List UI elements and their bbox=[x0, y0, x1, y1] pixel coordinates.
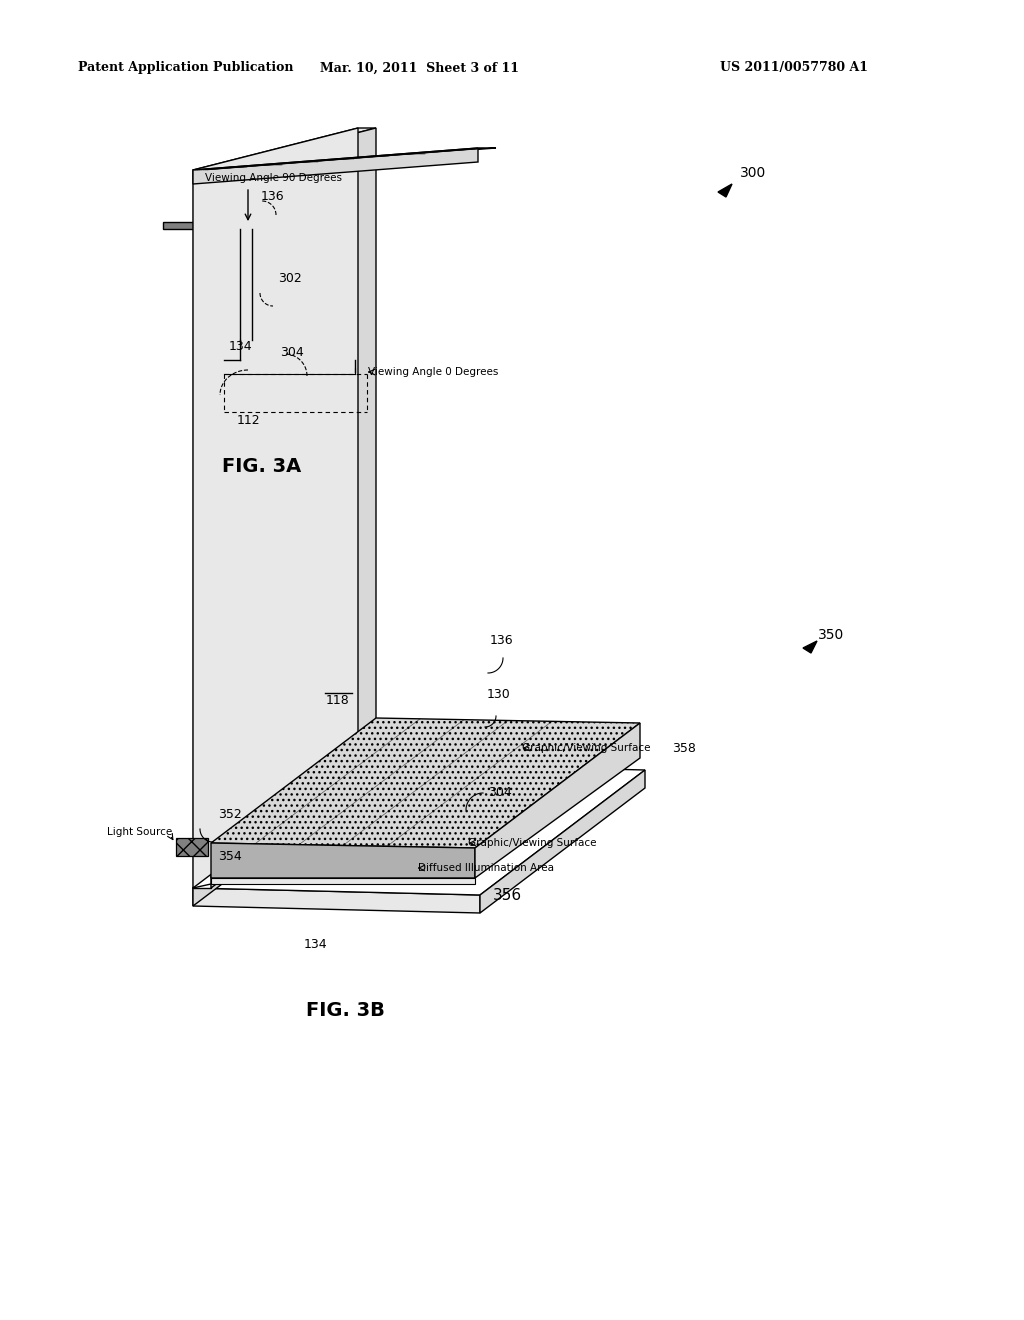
Text: 304: 304 bbox=[280, 346, 304, 359]
Polygon shape bbox=[193, 888, 480, 913]
Text: 134: 134 bbox=[229, 339, 253, 352]
Text: 358: 358 bbox=[672, 742, 696, 755]
Polygon shape bbox=[176, 838, 208, 855]
Text: Light Source: Light Source bbox=[106, 828, 172, 837]
Polygon shape bbox=[252, 228, 265, 341]
Text: Patent Application Publication: Patent Application Publication bbox=[78, 62, 294, 74]
Text: Diffused Illumination Area: Diffused Illumination Area bbox=[418, 863, 554, 873]
Text: FIG. 3A: FIG. 3A bbox=[222, 457, 302, 475]
Polygon shape bbox=[193, 128, 376, 170]
Polygon shape bbox=[211, 843, 475, 878]
Text: 354: 354 bbox=[218, 850, 242, 863]
Text: Graphic/Viewing Surface: Graphic/Viewing Surface bbox=[468, 838, 597, 847]
Text: 136: 136 bbox=[261, 190, 285, 202]
Polygon shape bbox=[224, 360, 355, 368]
Text: 130: 130 bbox=[487, 689, 511, 701]
Polygon shape bbox=[480, 770, 645, 913]
Polygon shape bbox=[193, 148, 496, 170]
Text: Graphic/Viewing Surface: Graphic/Viewing Surface bbox=[522, 743, 650, 752]
Polygon shape bbox=[224, 348, 264, 360]
Polygon shape bbox=[163, 222, 252, 228]
Polygon shape bbox=[224, 341, 264, 348]
Text: 118: 118 bbox=[326, 693, 350, 706]
Text: 352: 352 bbox=[218, 808, 242, 821]
Polygon shape bbox=[718, 183, 732, 197]
Polygon shape bbox=[475, 723, 640, 878]
Text: Viewing Angle 0 Degrees: Viewing Angle 0 Degrees bbox=[368, 367, 499, 378]
Text: 112: 112 bbox=[237, 413, 260, 426]
Polygon shape bbox=[193, 148, 478, 183]
Polygon shape bbox=[193, 763, 645, 895]
Polygon shape bbox=[193, 763, 358, 906]
Text: 136: 136 bbox=[490, 635, 514, 648]
Text: Mar. 10, 2011  Sheet 3 of 11: Mar. 10, 2011 Sheet 3 of 11 bbox=[321, 62, 519, 74]
Text: FIG. 3B: FIG. 3B bbox=[305, 1001, 384, 1019]
Polygon shape bbox=[211, 718, 640, 847]
Polygon shape bbox=[193, 170, 211, 888]
Polygon shape bbox=[224, 368, 355, 374]
Polygon shape bbox=[211, 878, 475, 884]
Text: Viewing Angle 90 Degrees: Viewing Angle 90 Degrees bbox=[205, 173, 342, 183]
Text: 356: 356 bbox=[493, 887, 522, 903]
Text: 304: 304 bbox=[488, 785, 512, 799]
Polygon shape bbox=[193, 128, 358, 888]
Text: 350: 350 bbox=[818, 628, 844, 642]
Text: 300: 300 bbox=[740, 166, 766, 180]
Polygon shape bbox=[803, 642, 817, 653]
Text: 134: 134 bbox=[303, 939, 327, 952]
Text: US 2011/0057780 A1: US 2011/0057780 A1 bbox=[720, 62, 868, 74]
Polygon shape bbox=[211, 128, 376, 888]
Text: 302: 302 bbox=[278, 272, 302, 285]
